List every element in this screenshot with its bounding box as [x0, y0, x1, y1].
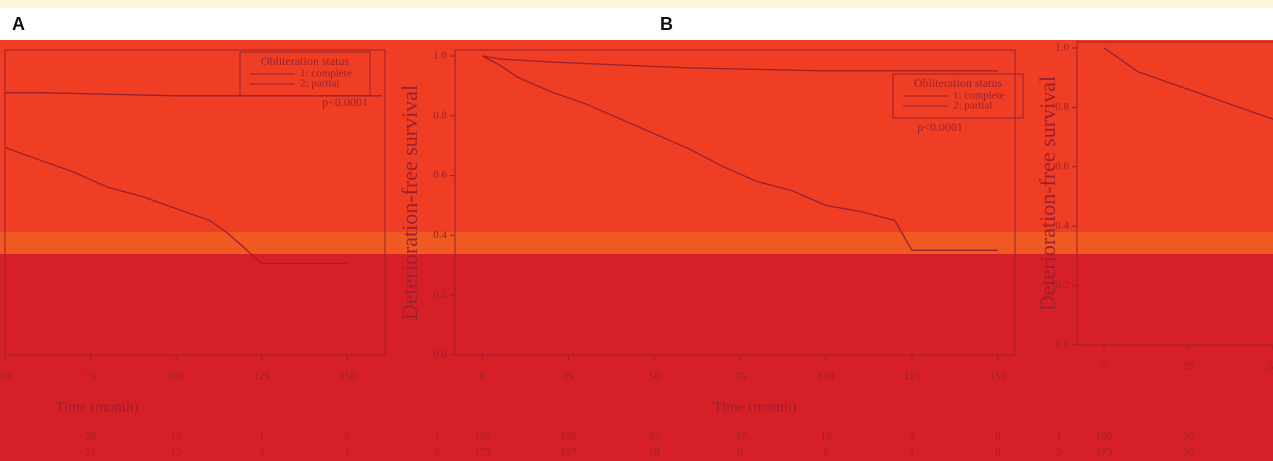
risk-count: 21 [85, 447, 96, 459]
x-tick-label: 150 [990, 371, 1007, 383]
risk-count: 37 [735, 431, 747, 443]
risk-count: 1 [259, 431, 265, 443]
y-tick-label: 0.8 [1055, 101, 1069, 113]
y-tick-label: 0.2 [433, 289, 447, 301]
risk-count: 1 [909, 447, 915, 459]
y-tick-label: 0.4 [433, 229, 447, 241]
risk-count: 12 [171, 447, 182, 459]
survival-curve [4, 146, 348, 265]
y-tick-label: 0.6 [433, 169, 447, 181]
survival-curve [1103, 47, 1273, 120]
y-tick-label: 0.2 [1055, 279, 1069, 291]
panel-label: B [660, 14, 673, 34]
panel-label: A [12, 14, 25, 34]
risk-count: 130 [560, 431, 577, 443]
risk-count: 9 [737, 447, 743, 459]
risk-count: 173 [1096, 447, 1113, 459]
legend-title: Obliteration status [261, 54, 350, 68]
plot-frame [454, 49, 1016, 356]
x-tick-label: 125 [254, 371, 271, 383]
risk-count: 0 [995, 447, 1001, 459]
y-tick-label: 0.0 [433, 349, 447, 361]
x-tick-label: 100 [818, 371, 835, 383]
y-tick-label: 0.8 [433, 109, 447, 121]
x-tick-label: 150 [339, 371, 356, 383]
x-tick-label: 50 [1268, 361, 1273, 373]
risk-count: 95 [1183, 431, 1195, 443]
risk-count: 58 [649, 447, 661, 459]
risk-count: 137 [560, 447, 577, 459]
overlay-band [0, 254, 1273, 461]
y-tick-label: 0.6 [1055, 160, 1069, 172]
risk-count: 150 [474, 431, 491, 443]
top-strip [0, 0, 1273, 8]
risk-count: 150 [1096, 431, 1113, 443]
risk-row-label: 1 [1056, 431, 1062, 443]
p-value: p<0.0001 [917, 120, 963, 134]
x-tick-label: 25 [1183, 361, 1195, 373]
x-tick-label: 50 [0, 371, 11, 383]
x-tick-label: 0 [1101, 361, 1107, 373]
risk-row-label: 2 [434, 447, 440, 459]
risk-count: 2 [259, 447, 265, 459]
legend-entry: 2: partial [953, 100, 992, 112]
x-tick-label: 75 [85, 371, 97, 383]
risk-count: 85 [649, 431, 661, 443]
x-tick-label: 0 [480, 371, 486, 383]
risk-count: 15 [821, 431, 833, 443]
legend-box [239, 51, 371, 97]
plot-frame [4, 49, 386, 356]
risk-count: 28 [85, 431, 97, 443]
legend-title: Obliteration status [914, 76, 1003, 90]
x-tick-label: 25 [563, 371, 575, 383]
risk-count: 90 [1183, 447, 1195, 459]
risk-count: 4 [909, 431, 915, 443]
x-tick-label: 50 [649, 371, 661, 383]
plot-frame [1076, 41, 1273, 346]
legend-box [892, 73, 1024, 119]
y-tick-label: 1.0 [1055, 41, 1069, 53]
y-axis-label: Deterioration-free survival [1035, 76, 1060, 311]
risk-count: 15 [171, 431, 183, 443]
p-value: p<0.0001 [322, 95, 368, 109]
risk-row-label: 1 [434, 431, 440, 443]
overlay-band [0, 232, 1273, 254]
legend-entry: 1: complete [300, 68, 352, 80]
y-tick-label: 0.0 [1055, 339, 1069, 351]
x-axis-label: Time (month) [55, 399, 138, 415]
x-tick-label: 125 [904, 371, 921, 383]
y-axis-label: Deterioration-free survival [397, 85, 422, 320]
risk-row-label: 2 [1056, 447, 1062, 459]
survival-curve [482, 55, 998, 251]
risk-count: 1 [345, 447, 351, 459]
legend-entry: 2: partial [300, 78, 339, 90]
risk-count: 0 [995, 431, 1001, 443]
legend-entry: 1: complete [953, 90, 1005, 102]
risk-count: 5 [823, 447, 829, 459]
survival-curve [482, 55, 998, 72]
risk-count: 173 [474, 447, 491, 459]
risk-count: 0 [345, 431, 351, 443]
y-tick-label: 0.4 [1055, 220, 1069, 232]
x-axis-label: Time (month) [713, 399, 796, 415]
overlay-band [0, 40, 1273, 252]
x-tick-label: 75 [735, 371, 747, 383]
y-tick-label: 1.0 [433, 50, 447, 62]
x-tick-label: 100 [168, 371, 185, 383]
